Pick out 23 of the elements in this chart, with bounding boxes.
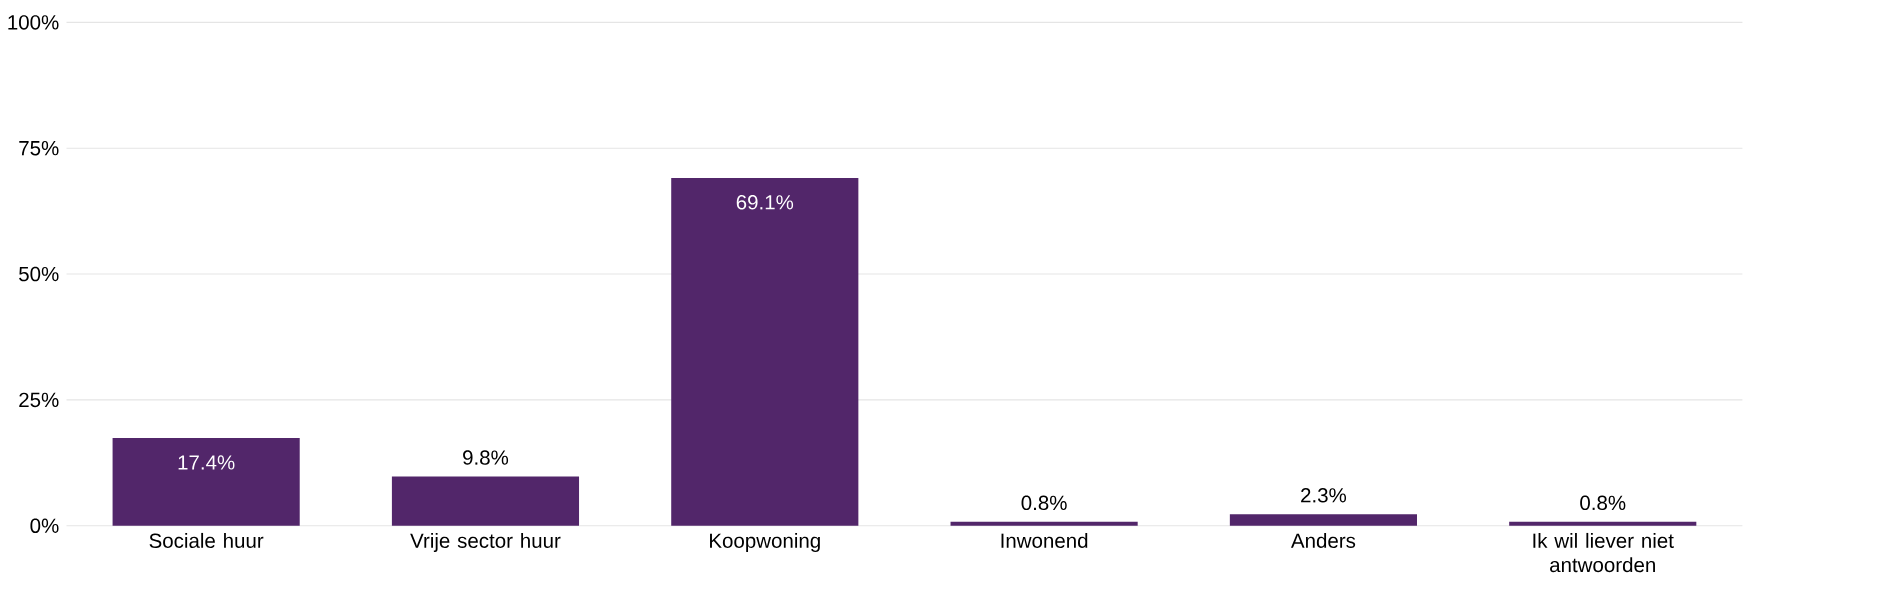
bar [671, 177, 859, 526]
x-tick-label: Inwonend [1001, 532, 1088, 548]
bar [1509, 521, 1697, 526]
x-tick-label: Ik wil liever niet antwoorden [1533, 532, 1674, 573]
y-tick-label: 0% [30, 518, 59, 533]
y-tick-label: 25% [19, 392, 59, 408]
y-tick-label: 100% [8, 15, 59, 30]
x-tick-label: Koopwoning [710, 532, 820, 553]
data-label: 17.4% [178, 455, 235, 470]
bar [1229, 514, 1417, 526]
y-tick-label: 75% [19, 141, 59, 156]
bar [112, 438, 300, 526]
data-label: 0.8% [1580, 495, 1626, 511]
data-label: 2.3% [1301, 488, 1347, 503]
x-tick-label: Vrije sector huur [410, 532, 561, 553]
data-label: 69.1% [736, 195, 794, 210]
x-tick-label: Sociale huur [149, 532, 264, 548]
y-tick-label: 50% [19, 266, 59, 282]
bar [391, 476, 580, 526]
data-label: 0.8% [1021, 495, 1067, 511]
data-label: 9.8% [463, 450, 509, 465]
bar [950, 521, 1138, 526]
x-tick-label: Anders [1290, 532, 1356, 548]
